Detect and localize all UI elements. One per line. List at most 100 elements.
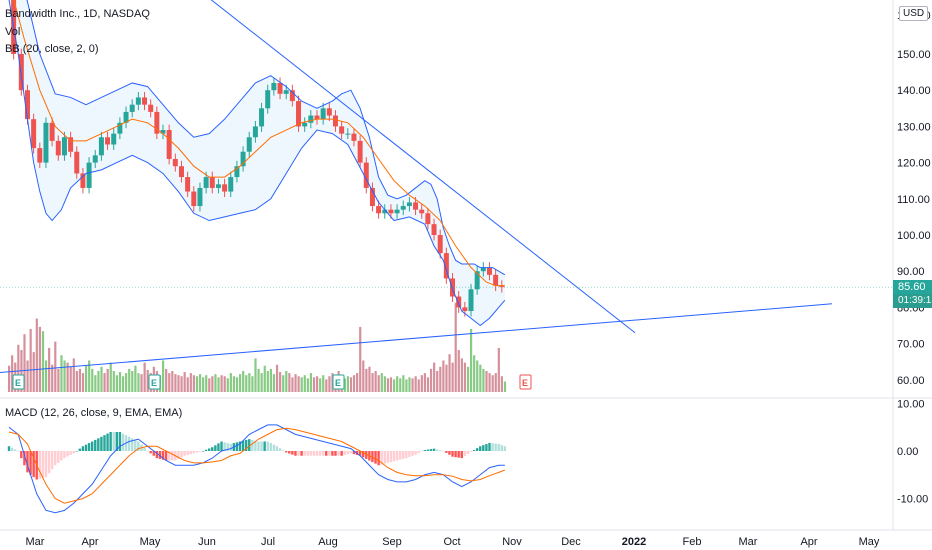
currency-button[interactable]: USD — [899, 6, 929, 21]
time-tick-label: Mar — [26, 536, 45, 548]
candle-body — [314, 115, 320, 120]
earnings-marker — [332, 374, 345, 390]
time-tick-label: Dec — [561, 536, 581, 548]
volume-bar — [426, 377, 430, 392]
bb-lower-line — [8, 0, 506, 327]
volume-bar — [239, 374, 242, 392]
candle-body — [86, 162, 92, 188]
volume-bar — [248, 373, 251, 392]
macd-histogram-bar — [300, 451, 303, 456]
macd-histogram-bar — [269, 443, 272, 451]
volume-bar — [134, 365, 137, 392]
volume-bar — [85, 365, 88, 392]
candle-body — [166, 130, 172, 159]
macd-histogram-bar — [472, 450, 476, 451]
candle-body — [289, 90, 295, 102]
earnings-marker-label: E — [335, 378, 341, 388]
macd-histogram-bar — [134, 439, 137, 451]
macd-histogram-bar — [84, 444, 88, 451]
price-tick-label: 140.00 — [897, 85, 931, 97]
volume-bar — [251, 376, 254, 392]
earnings-marker-label: E — [15, 378, 21, 388]
candle-body — [191, 191, 197, 207]
macd-tick-label: 0.00 — [897, 446, 918, 458]
macd-histogram-bar — [479, 446, 482, 451]
macd-histogram-bar — [44, 451, 48, 478]
macd-histogram-bar — [155, 451, 159, 459]
volume-bar — [383, 376, 386, 392]
macd-histogram-bar — [72, 451, 75, 454]
price-tick-label: 150.00 — [897, 49, 931, 61]
volume-bar — [78, 368, 82, 392]
candle-body — [382, 209, 388, 214]
volume-bar — [235, 377, 239, 392]
macd-histogram-bar — [352, 451, 356, 455]
time-tick-label: Feb — [683, 536, 702, 548]
volume-bar — [205, 375, 208, 392]
macd-histogram-bar — [115, 432, 118, 451]
macd-histogram-bar — [315, 451, 319, 456]
macd-histogram-bar — [371, 451, 374, 463]
macd-histogram-bar — [13, 449, 17, 451]
candle-body — [215, 184, 221, 188]
volume-bar — [405, 379, 408, 392]
candle-body — [308, 115, 314, 123]
macd-histogram-bar — [158, 451, 162, 459]
macd-histogram-bar — [149, 451, 152, 454]
macd-tick-label: -10.00 — [897, 494, 928, 506]
macd-histogram-bar — [127, 436, 131, 451]
price-tick-label: 110.00 — [897, 194, 930, 206]
macd-histogram-bar — [365, 451, 368, 459]
macd-histogram-bar — [152, 451, 155, 456]
macd-histogram-bar — [445, 451, 448, 453]
volume-bar — [41, 331, 45, 392]
macd-histogram-bar — [291, 451, 294, 455]
macd-histogram-bar — [466, 451, 470, 455]
macd-histogram-bar — [414, 451, 417, 455]
candle-body — [406, 202, 412, 207]
volume-bar — [300, 377, 303, 392]
candle-body — [431, 224, 437, 235]
candle-body — [456, 296, 462, 308]
macd-histogram-bar — [29, 451, 32, 475]
macd-histogram-bar — [380, 451, 383, 465]
price-tick-label: 90.00 — [897, 266, 925, 278]
volume-bar — [356, 373, 359, 392]
volume-bar — [94, 375, 97, 392]
volume-bar — [38, 326, 41, 392]
macd-histogram-bar — [331, 451, 334, 456]
volume-bar — [229, 373, 232, 392]
macd-histogram-bar — [426, 449, 430, 451]
volume-bar — [312, 377, 316, 392]
volume-bar — [266, 371, 269, 392]
trendline — [210, 0, 636, 334]
time-tick-label: May — [140, 536, 161, 548]
volume-bar — [91, 368, 94, 392]
macd-histogram-bar — [266, 441, 269, 451]
candle-body — [178, 166, 184, 178]
candle-body — [246, 137, 252, 152]
volume-bar — [137, 373, 140, 392]
candle-body — [326, 108, 332, 116]
volume-bar — [371, 373, 374, 392]
volume-bar — [174, 374, 177, 392]
volume-bar — [303, 375, 306, 392]
candle-body — [369, 187, 375, 207]
candle-body — [160, 130, 166, 134]
volume-bar — [429, 368, 433, 392]
candle-body — [240, 151, 246, 167]
candle-body — [222, 184, 228, 192]
volume-bar — [352, 375, 356, 392]
volume-bar — [457, 350, 460, 392]
volume-bar — [180, 376, 183, 392]
volume-bar — [57, 368, 60, 392]
earnings-marker — [148, 374, 161, 390]
macd-histogram-bar — [272, 444, 276, 451]
volume-bar — [109, 362, 112, 392]
volume-bar — [168, 373, 171, 392]
price-tick-label: 130.00 — [897, 121, 931, 133]
candle-body — [18, 54, 24, 91]
macd-histogram-bar — [94, 439, 97, 451]
volume-bar — [491, 375, 494, 392]
